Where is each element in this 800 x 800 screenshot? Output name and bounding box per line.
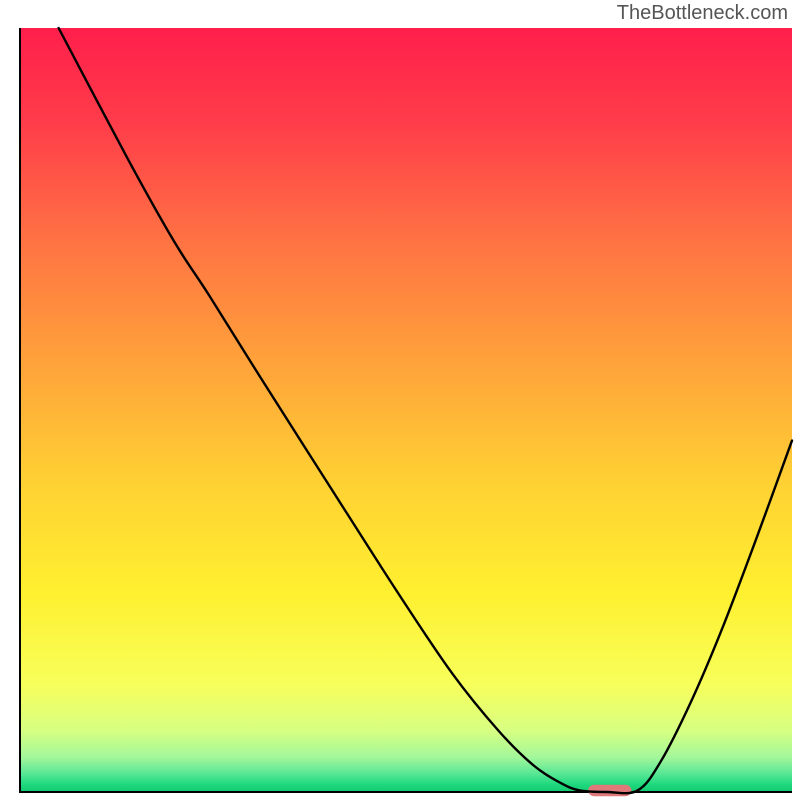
optimal-marker	[588, 785, 631, 796]
chart-container: TheBottleneck.com	[0, 0, 800, 800]
plot-background	[20, 28, 792, 792]
bottleneck-chart	[0, 0, 800, 800]
